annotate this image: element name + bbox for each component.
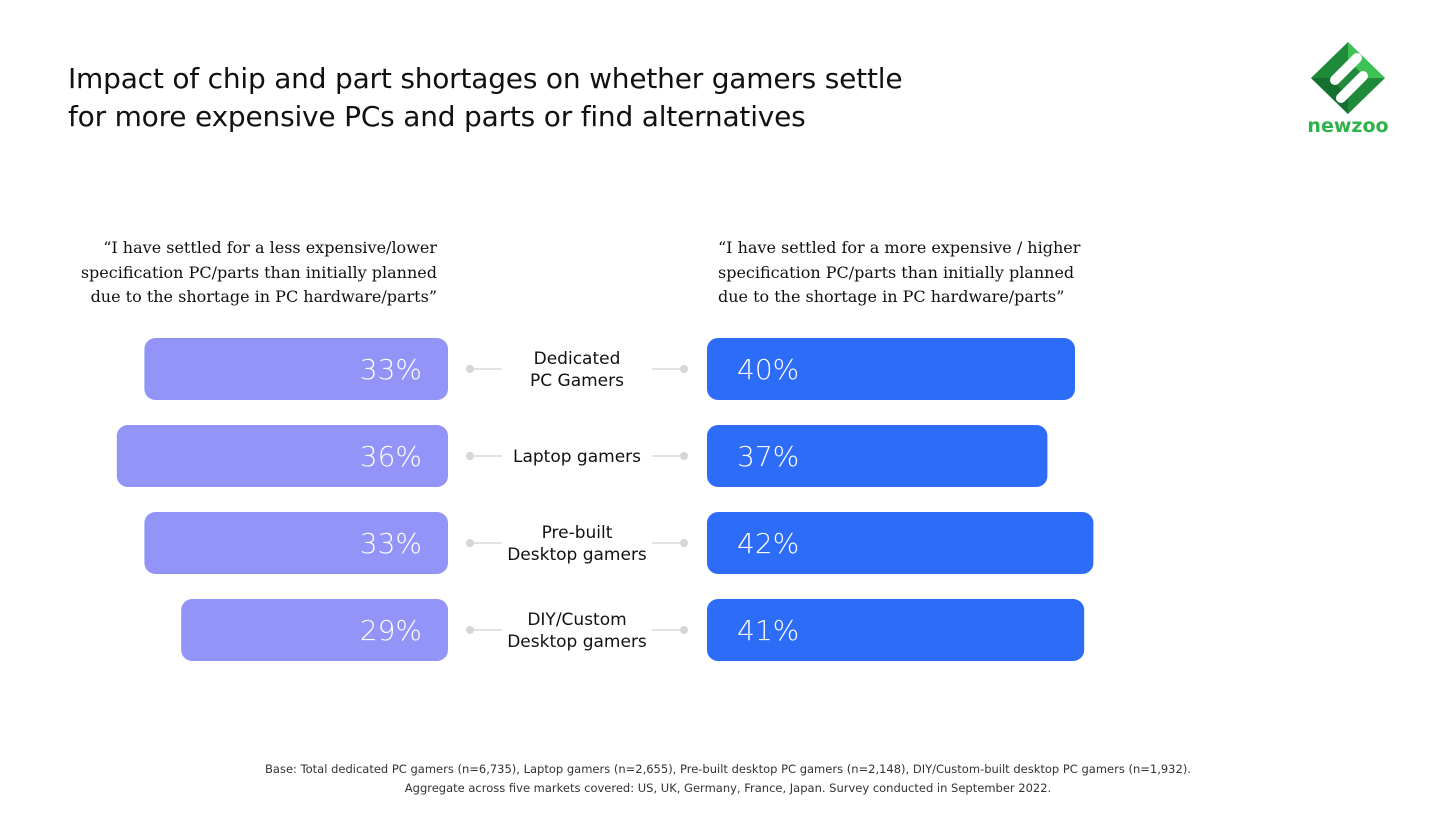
category-label: Desktop gamers — [507, 545, 647, 565]
left-bar-value-label: 33% — [360, 527, 422, 560]
left-bar-value-label: 36% — [360, 440, 422, 473]
left-bar — [116, 425, 449, 487]
right-connector-dot — [680, 539, 688, 547]
category-label: Dedicated — [534, 349, 621, 369]
right-bar-value-label: 37% — [737, 440, 799, 473]
right-series-quote: “I have settled for a more expensive / h… — [718, 236, 1080, 310]
left-connector-dot — [466, 452, 474, 460]
category-label: PC Gamers — [530, 371, 624, 391]
right-bar — [707, 425, 1048, 487]
right-bar-value-label: 40% — [737, 353, 799, 386]
right-bar — [707, 338, 1075, 400]
right-connector-dot — [680, 452, 688, 460]
right-bar — [707, 512, 1094, 574]
left-connector-dot — [466, 626, 474, 634]
left-connector-dot — [466, 539, 474, 547]
left-bar-value-label: 29% — [360, 614, 422, 647]
left-bar — [181, 599, 448, 661]
right-connector-dot — [680, 626, 688, 634]
right-bar-value-label: 41% — [737, 614, 799, 647]
footnote-line: Aggregate across five markets covered: U… — [404, 781, 1052, 795]
footnote: Base: Total dedicated PC gamers (n=6,735… — [0, 760, 1456, 798]
right-series-quote-line: “I have settled for a more expensive / h… — [718, 238, 1081, 257]
category-label: Pre-built — [542, 523, 613, 543]
right-bar-value-label: 42% — [737, 527, 799, 560]
newzoo-logo-wordmark: newzoo — [1307, 115, 1389, 137]
right-bar — [707, 599, 1085, 661]
newzoo-logo: newzoo — [1300, 40, 1396, 140]
left-bar-value-label: 33% — [360, 353, 422, 386]
chart-title-line: Impact of chip and part shortages on whe… — [68, 62, 903, 95]
footnote-line: Base: Total dedicated PC gamers (n=6,735… — [265, 762, 1191, 776]
newzoo-logo-icon — [1311, 42, 1385, 114]
category-label: DIY/Custom — [527, 610, 626, 630]
left-series-quote-line: due to the shortage in PC hardware/parts… — [90, 287, 437, 306]
left-series-quote-line: “I have settled for a less expensive/low… — [103, 238, 437, 257]
left-connector-dot — [466, 365, 474, 373]
chart-title: Impact of chip and part shortages on whe… — [68, 60, 903, 136]
right-series-quote-line: due to the shortage in PC hardware/parts… — [718, 287, 1065, 306]
right-series-quote-line: specification PC/parts than initially pl… — [718, 262, 1075, 282]
category-label: Desktop gamers — [507, 632, 647, 652]
left-bar — [144, 338, 448, 400]
left-series-quote-line: specification PC/parts than initially pl… — [80, 262, 437, 282]
left-series-quote: “I have settled for a less expensive/low… — [81, 236, 437, 310]
category-label: Laptop gamers — [513, 447, 641, 467]
left-bar — [144, 512, 448, 574]
chart-title-line: for more expensive PCs and parts or find… — [68, 100, 806, 133]
right-connector-dot — [680, 365, 688, 373]
